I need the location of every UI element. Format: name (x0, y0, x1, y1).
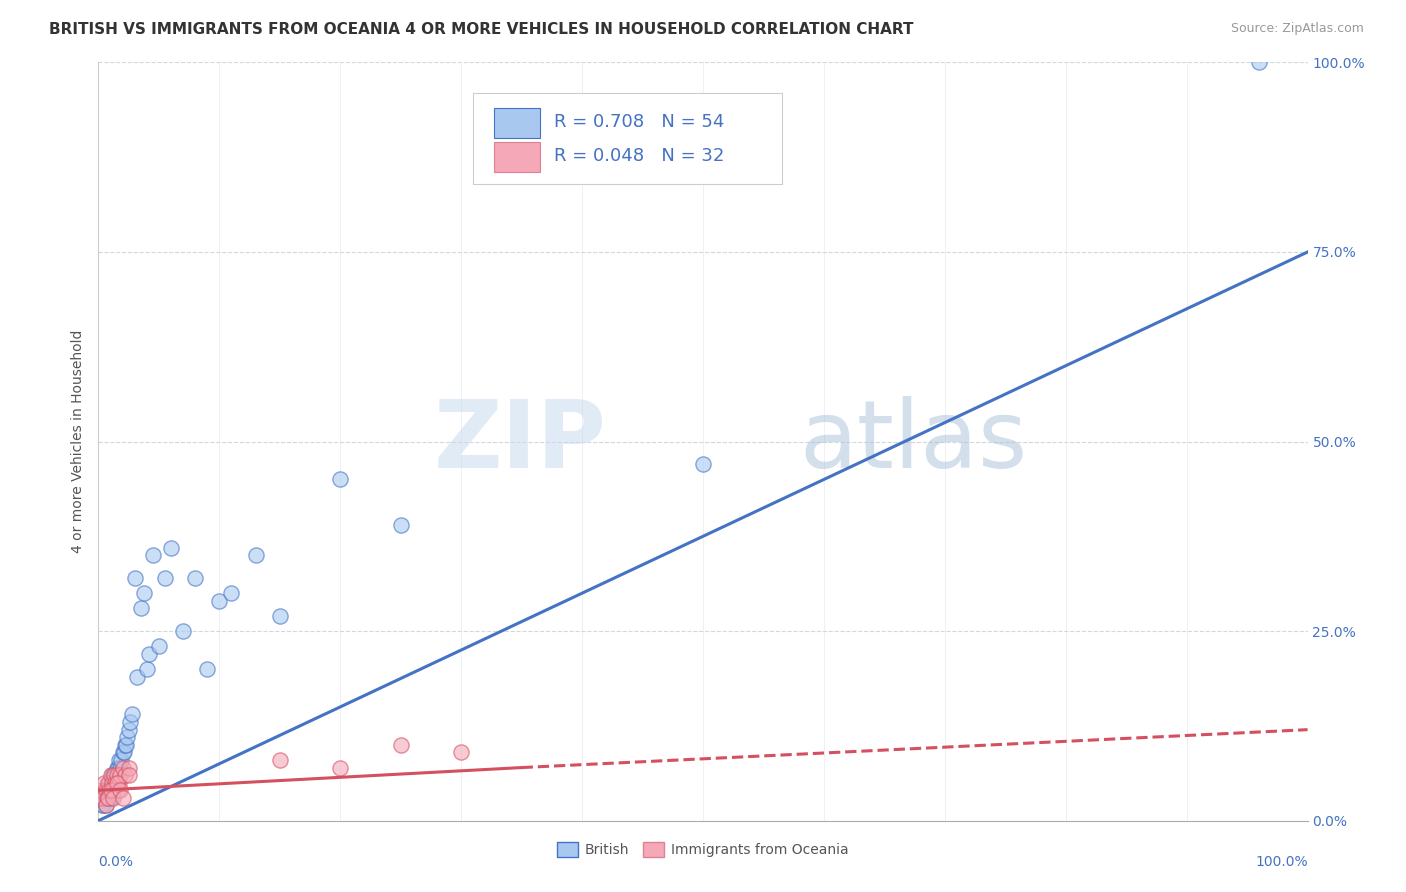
Point (108, 768, 131, 782)
Point (108, 760, 131, 774)
Point (118, 760, 141, 774)
Point (107, 760, 129, 774)
Point (104, 776, 127, 790)
Point (195, 662, 218, 676)
Point (91, 798, 114, 813)
Point (135, 662, 157, 676)
Point (97, 791, 120, 805)
Text: atlas: atlas (800, 395, 1028, 488)
Point (91, 791, 114, 805)
Point (329, 760, 352, 774)
Point (101, 768, 124, 782)
Point (1249, 55, 1271, 70)
Point (103, 768, 125, 782)
Point (103, 776, 125, 790)
Point (100, 783, 122, 797)
Text: R = 0.708   N = 54: R = 0.708 N = 54 (554, 112, 724, 130)
Point (96, 783, 118, 797)
Point (104, 768, 127, 782)
Point (93, 776, 115, 790)
Point (389, 738, 412, 752)
Point (450, 746, 472, 760)
Point (142, 548, 165, 563)
Point (115, 738, 138, 752)
Point (98, 783, 121, 797)
Point (96, 791, 118, 805)
Point (127, 669, 149, 683)
Point (101, 791, 124, 805)
Point (110, 753, 132, 767)
Point (389, 517, 412, 532)
Y-axis label: 4 or more Vehicles in Household: 4 or more Vehicles in Household (70, 330, 84, 553)
Point (97, 791, 120, 805)
Point (111, 760, 134, 774)
Point (90, 791, 112, 805)
Point (134, 586, 156, 600)
Point (100, 776, 122, 790)
Point (100, 783, 122, 797)
Point (112, 746, 135, 760)
Point (118, 768, 141, 782)
Point (98, 776, 121, 790)
Point (91, 783, 114, 797)
Point (221, 586, 243, 600)
Point (94, 798, 117, 813)
Point (111, 746, 134, 760)
Point (172, 624, 194, 639)
Point (101, 783, 124, 797)
Point (111, 791, 134, 805)
Point (100, 791, 122, 805)
Point (105, 760, 128, 774)
Point (108, 783, 131, 797)
Point (692, 458, 714, 472)
Legend: British, Immigrants from Oceania: British, Immigrants from Oceania (551, 837, 855, 863)
Text: BRITISH VS IMMIGRANTS FROM OCEANIA 4 OR MORE VEHICLES IN HOUSEHOLD CORRELATION C: BRITISH VS IMMIGRANTS FROM OCEANIA 4 OR … (49, 22, 914, 37)
Point (124, 571, 146, 585)
Point (153, 571, 176, 585)
Bar (494, 142, 540, 172)
Point (100, 768, 122, 782)
Point (121, 707, 143, 722)
Point (91, 798, 114, 813)
Point (103, 768, 125, 782)
Point (138, 647, 160, 661)
Text: 0.0%: 0.0% (98, 855, 134, 869)
Text: Source: ZipAtlas.com: Source: ZipAtlas.com (1230, 22, 1364, 36)
Point (208, 594, 231, 608)
FancyBboxPatch shape (474, 93, 782, 184)
Point (118, 723, 141, 737)
Point (101, 776, 124, 790)
Point (94, 798, 117, 813)
Point (107, 783, 129, 797)
Point (329, 473, 352, 487)
Point (97, 783, 120, 797)
Point (105, 768, 128, 782)
Point (184, 571, 207, 585)
Point (97, 776, 120, 790)
Point (114, 768, 136, 782)
Point (148, 639, 170, 653)
Point (105, 776, 128, 790)
Point (98, 783, 121, 797)
Point (108, 776, 131, 790)
Point (118, 715, 141, 730)
Point (269, 608, 291, 623)
Point (93, 791, 115, 805)
Point (269, 753, 291, 767)
Point (129, 601, 152, 615)
Text: R = 0.048   N = 32: R = 0.048 N = 32 (554, 146, 724, 165)
Point (100, 776, 122, 790)
Point (94, 783, 117, 797)
Point (117, 730, 139, 744)
Point (100, 768, 122, 782)
Point (105, 776, 128, 790)
Point (96, 791, 118, 805)
Point (245, 548, 267, 563)
Point (114, 738, 136, 752)
Bar (494, 108, 540, 138)
Text: ZIP: ZIP (433, 395, 606, 488)
Point (160, 541, 183, 555)
Text: 100.0%: 100.0% (1256, 855, 1308, 869)
Point (108, 753, 131, 767)
